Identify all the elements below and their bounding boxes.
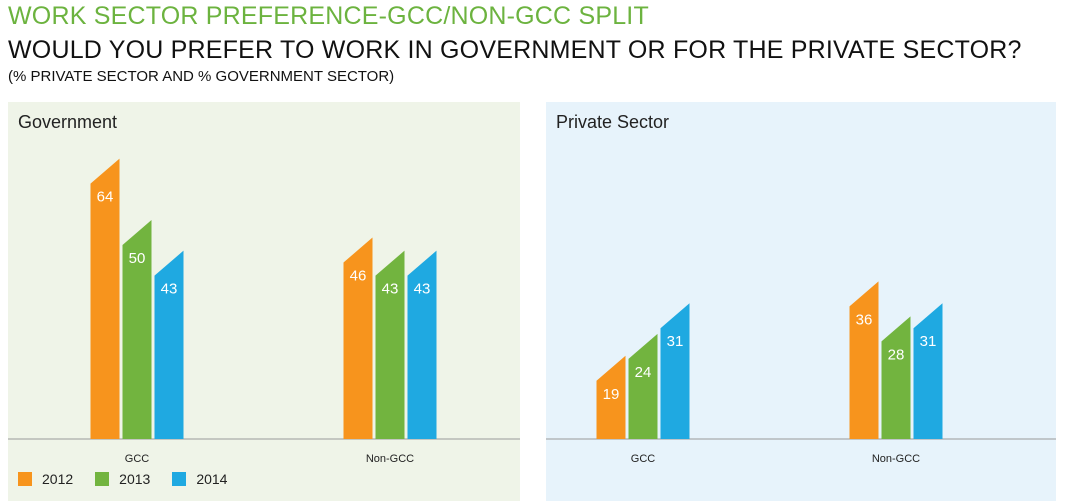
government-category-label-gcc: GCC	[125, 453, 150, 465]
chart-title: WOULD YOU PREFER TO WORK IN GOVERNMENT O…	[8, 36, 1022, 64]
private-sector-category-label-non-gcc: Non-GCC	[872, 453, 920, 465]
private-sector-data-label-non-gcc-2012: 36	[856, 311, 873, 328]
legend-swatch-2014	[172, 472, 187, 486]
government-data-label-gcc-2014: 43	[161, 281, 178, 298]
government-data-label-non-gcc-2014: 43	[414, 281, 431, 298]
private-sector-category-label-gcc: GCC	[631, 453, 656, 465]
legend-item-2012: 2012	[18, 471, 73, 487]
government-data-label-non-gcc-2013: 43	[382, 281, 399, 298]
government-bar-non-gcc-2013	[375, 250, 405, 439]
private-sector-bar-gcc-2013	[628, 333, 658, 439]
private-sector-bar-gcc-2014	[660, 303, 690, 439]
government-bar-gcc-2013	[122, 220, 152, 439]
government-chart: 64 50 43 GCC 46 43 43 Non-GCC	[8, 158, 520, 465]
private-sector-bar-gcc-2012	[596, 355, 626, 439]
private-sector-panel: Private Sector 19 24 31 GCC 36 28 31 Non-GCC	[546, 102, 1056, 501]
private-sector-bar-non-gcc-2014	[913, 303, 943, 439]
legend-label-2014: 2014	[196, 471, 228, 487]
government-data-label-gcc-2012: 64	[97, 189, 114, 206]
government-data-label-gcc-2013: 50	[129, 250, 146, 267]
legend: 2012 2013 2014	[18, 471, 249, 487]
government-bar-gcc-2012	[90, 158, 120, 439]
panel-title-private-sector: Private Sector	[556, 112, 670, 132]
private-sector-data-label-gcc-2014: 31	[667, 333, 684, 350]
legend-label-2013: 2013	[119, 471, 151, 487]
private-sector-data-label-gcc-2013: 24	[635, 364, 652, 381]
private-sector-chart: 19 24 31 GCC 36 28 31 Non-GCC	[546, 281, 1056, 465]
private-sector-bar-non-gcc-2012	[849, 281, 879, 439]
private-sector-data-label-gcc-2012: 19	[603, 386, 620, 403]
legend-swatch-2013	[95, 472, 110, 486]
legend-swatch-2012	[18, 472, 32, 486]
legend-item-2014: 2014	[172, 471, 227, 487]
panel-title-government: Government	[18, 112, 118, 132]
private-sector-bar-non-gcc-2013	[881, 316, 911, 439]
legend-item-2013: 2013	[95, 471, 150, 487]
government-bar-non-gcc-2012	[343, 237, 373, 439]
legend-label-2012: 2012	[42, 471, 74, 487]
government-bar-non-gcc-2014	[407, 250, 437, 439]
private-sector-data-label-non-gcc-2014: 31	[920, 333, 937, 350]
government-data-label-non-gcc-2012: 46	[350, 268, 367, 285]
government-panel: Government 64 50 43 GCC 46 43 43 Non-GCC	[8, 102, 520, 501]
chart-subtitle: (% PRIVATE SECTOR AND % GOVERNMENT SECTO…	[8, 68, 395, 85]
government-category-label-non-gcc: Non-GCC	[366, 453, 414, 465]
private-sector-data-label-non-gcc-2013: 28	[888, 346, 905, 363]
chart-kicker: WORK SECTOR PREFERENCE-GCC/NON-GCC SPLIT	[8, 2, 649, 30]
government-bar-gcc-2014	[154, 250, 184, 439]
